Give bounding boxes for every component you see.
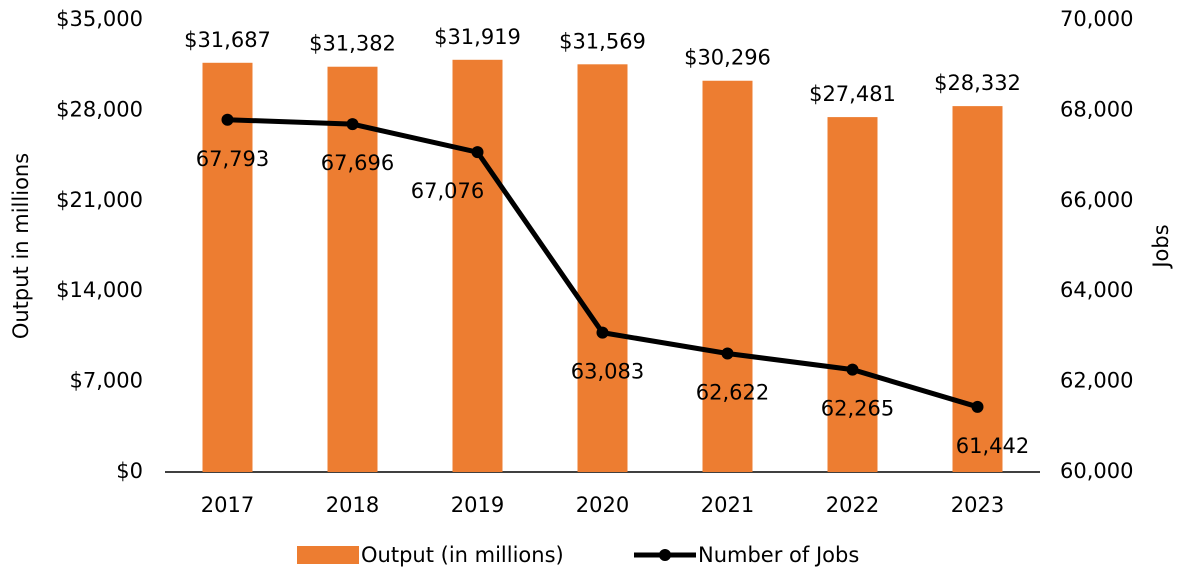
line-value-label: 62,265 [821, 397, 894, 421]
line-value-label: 67,696 [321, 151, 394, 175]
y2-tick-label: 62,000 [1060, 369, 1133, 393]
line-marker [346, 118, 359, 131]
legend-marker [659, 549, 671, 561]
y-tick-label: $28,000 [56, 97, 143, 121]
x-tick-label: 2022 [826, 493, 879, 517]
bar-value-label: $30,296 [684, 46, 771, 70]
line-marker [971, 400, 984, 413]
y-tick-label: $35,000 [56, 7, 143, 31]
bar [827, 117, 878, 473]
bar [327, 66, 378, 473]
bar-value-label: $28,332 [934, 71, 1021, 95]
y2-tick-label: 68,000 [1060, 97, 1133, 121]
line-value-label: 67,793 [196, 147, 269, 171]
line-marker [471, 146, 484, 159]
y2-axis-label: Jobs [1149, 224, 1173, 269]
line-marker [596, 326, 609, 339]
x-tick-label: 2018 [326, 493, 379, 517]
line-marker [721, 347, 734, 360]
y2-tick-label: 60,000 [1060, 459, 1133, 483]
line-value-label: 67,076 [411, 179, 484, 203]
y-tick-label: $7,000 [70, 369, 143, 393]
line-marker [221, 113, 234, 126]
bar [952, 106, 1003, 472]
bar-value-label: $31,687 [184, 28, 271, 52]
x-tick-label: 2017 [201, 493, 254, 517]
bar-value-label: $31,569 [559, 29, 646, 53]
line-marker [846, 363, 859, 376]
bar [702, 80, 753, 472]
y2-tick-label: 64,000 [1060, 278, 1133, 302]
bar [452, 59, 503, 473]
bar-value-label: $31,919 [434, 25, 521, 49]
line-value-label: 61,442 [956, 434, 1029, 458]
y-tick-label: $0 [116, 459, 143, 483]
x-tick-label: 2021 [701, 493, 754, 517]
bar-value-label: $31,382 [309, 32, 396, 56]
legend-label: Number of Jobs [698, 543, 859, 567]
y-axis-label: Output in millions [9, 153, 33, 339]
y2-tick-label: 70,000 [1060, 7, 1133, 31]
bar [577, 64, 628, 473]
x-tick-label: 2023 [951, 493, 1004, 517]
x-tick-label: 2020 [576, 493, 629, 517]
bar [202, 62, 253, 472]
legend-swatch [297, 546, 359, 564]
y2-tick-label: 66,000 [1060, 188, 1133, 212]
y-tick-label: $14,000 [56, 278, 143, 302]
bar-value-label: $27,481 [809, 82, 896, 106]
line-value-label: 63,083 [571, 360, 644, 384]
y-tick-label: $21,000 [56, 188, 143, 212]
x-tick-label: 2019 [451, 493, 504, 517]
line-value-label: 62,622 [696, 380, 769, 404]
legend-label: Output (in millions) [361, 543, 564, 567]
